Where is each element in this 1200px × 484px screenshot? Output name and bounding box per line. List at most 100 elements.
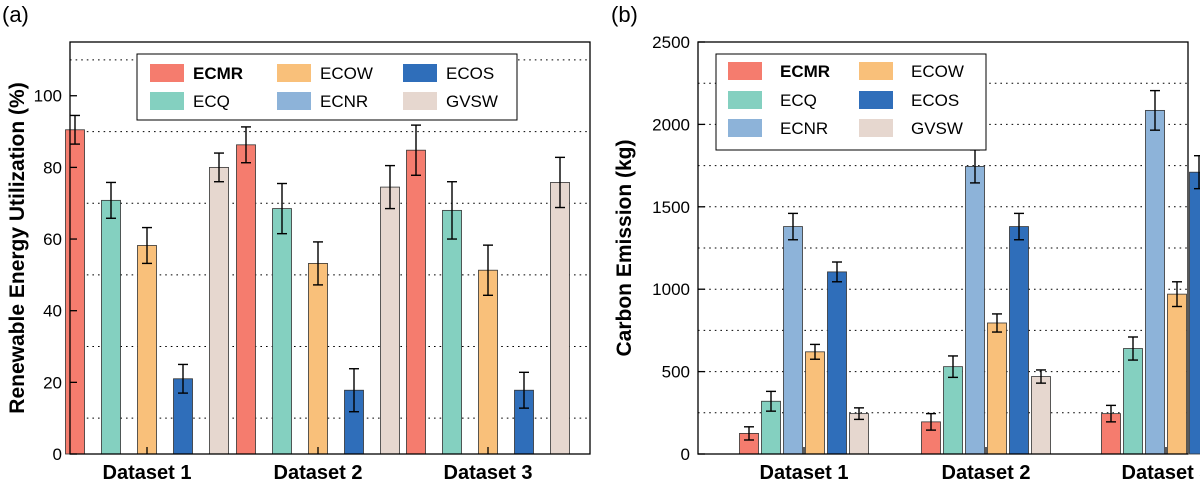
chart-panel-b: 0 500 1000 1500 2000 2500 Dataset 1 Dataset 2 Da… bbox=[613, 33, 1200, 484]
bar-a-gvsw-dataset-3 bbox=[550, 182, 570, 455]
legend-label-gvsw: GVSW bbox=[911, 119, 963, 138]
error-bar-a-ecow-dataset-3 bbox=[483, 244, 493, 296]
bar-a-ecq-dataset-3 bbox=[442, 209, 462, 455]
error-bar-b-ecmr-dataset-3 bbox=[1106, 404, 1116, 423]
bar-a-ecow-dataset-3 bbox=[478, 269, 498, 455]
legend-label-ecow: ECOW bbox=[320, 64, 373, 83]
error-bar-a-ecq-dataset-1 bbox=[106, 181, 116, 219]
bar-b-ecow-dataset-3 bbox=[1167, 293, 1187, 455]
legend-swatch-ecmr bbox=[150, 64, 184, 82]
legend-item-ecow: ECOW bbox=[859, 62, 964, 81]
legend-item-gvsw: GVSW bbox=[403, 92, 498, 111]
panel-label-b: (b) bbox=[611, 2, 638, 27]
plot-frame-a bbox=[69, 41, 591, 455]
legend-label-ecos: ECOS bbox=[446, 64, 494, 83]
error-bar-b-ecmr-dataset-2 bbox=[926, 412, 936, 431]
plot-frame-b bbox=[697, 41, 1189, 455]
legend-label-ecq: ECQ bbox=[780, 91, 817, 110]
legend-a: ECMR ECOW ECOS ECQ ECNR GVSW bbox=[136, 53, 518, 121]
x-category-label-b-3: Dataset 3 bbox=[1122, 462, 1200, 484]
legend-swatch-ecq bbox=[150, 92, 184, 110]
error-bar-b-ecnr-dataset-3 bbox=[1150, 89, 1160, 131]
y-tick-label-a-40: 40 bbox=[43, 302, 62, 321]
error-bar-a-gvsw-dataset-1 bbox=[214, 152, 224, 183]
legend-item-ecow: ECOW bbox=[277, 64, 373, 83]
legend-label-ecnr: ECNR bbox=[320, 92, 368, 111]
bar-b-ecos-dataset-1 bbox=[827, 271, 847, 455]
y-tick-label-b-0: 0 bbox=[681, 445, 690, 464]
error-bar-a-ecos-dataset-1 bbox=[178, 363, 188, 394]
legend-swatch-ecnr bbox=[728, 119, 762, 137]
error-bar-b-gvsw-dataset-1 bbox=[854, 407, 864, 421]
legend-label-gvsw: GVSW bbox=[446, 92, 498, 111]
legend-item-ecq: ECQ bbox=[728, 91, 817, 110]
error-bar-b-ecnr-dataset-1 bbox=[788, 212, 798, 241]
legend-label-ecmr: ECMR bbox=[193, 64, 243, 83]
error-bar-a-ecos-dataset-2 bbox=[349, 368, 359, 413]
error-bar-b-ecq-dataset-3 bbox=[1128, 336, 1138, 361]
error-bar-b-ecow-dataset-1 bbox=[810, 343, 820, 360]
error-bar-b-ecmr-dataset-1 bbox=[744, 426, 754, 441]
error-bar-b-ecow-dataset-2 bbox=[992, 313, 1002, 333]
bar-b-ecnr-dataset-1 bbox=[783, 226, 803, 455]
legend-swatch-ecq bbox=[728, 91, 762, 109]
x-category-label-a-2: Dataset 2 bbox=[274, 462, 363, 484]
bar-a-ecq-dataset-2 bbox=[272, 208, 292, 455]
y-tick-label-a-0: 0 bbox=[53, 445, 62, 464]
legend-swatch-ecos bbox=[403, 64, 437, 82]
bar-a-ecq-dataset-1 bbox=[101, 199, 121, 455]
bar-b-ecow-dataset-2 bbox=[987, 322, 1007, 455]
legend-item-ecos: ECOS bbox=[403, 64, 494, 83]
y-tick-label-b-1500: 1500 bbox=[652, 198, 690, 217]
error-bar-a-ecmr-dataset-3 bbox=[411, 124, 421, 176]
bar-b-ecow-dataset-1 bbox=[805, 351, 825, 455]
x-category-label-a-1: Dataset 1 bbox=[103, 462, 192, 484]
y-tick-label-b-2000: 2000 bbox=[652, 115, 690, 134]
error-bar-b-ecos-dataset-3 bbox=[1194, 155, 1200, 190]
legend-item-ecnr: ECNR bbox=[728, 119, 828, 138]
legend-item-ecos: ECOS bbox=[859, 91, 959, 110]
y-tick-label-b-2500: 2500 bbox=[652, 33, 690, 52]
bar-a-gvsw-dataset-2 bbox=[380, 186, 400, 455]
y-tick-label-b-1000: 1000 bbox=[652, 280, 690, 299]
error-bar-a-ecow-dataset-2 bbox=[313, 241, 323, 286]
error-bar-b-ecow-dataset-3 bbox=[1172, 281, 1182, 308]
legend-swatch-ecow bbox=[859, 62, 893, 80]
legend-item-ecnr: ECNR bbox=[277, 92, 368, 111]
bar-b-ecnr-dataset-2 bbox=[965, 166, 985, 455]
error-bar-a-ecos-dataset-3 bbox=[519, 371, 529, 409]
legend-label-ecq: ECQ bbox=[193, 92, 230, 111]
error-bar-b-ecq-dataset-1 bbox=[766, 390, 776, 412]
bar-a-gvsw-dataset-1 bbox=[209, 166, 229, 455]
x-category-label-b-1: Dataset 1 bbox=[760, 462, 849, 484]
error-bar-b-gvsw-dataset-2 bbox=[1036, 369, 1046, 384]
error-bar-a-gvsw-dataset-2 bbox=[385, 164, 395, 210]
panel-label-a: (a) bbox=[2, 2, 29, 27]
legend-item-gvsw: GVSW bbox=[859, 119, 963, 138]
error-bar-b-ecos-dataset-2 bbox=[1014, 212, 1024, 241]
x-category-label-b-2: Dataset 2 bbox=[942, 462, 1031, 484]
legend-label-ecow: ECOW bbox=[911, 62, 964, 81]
y-axis-title-b: Carbon Emission (kg) bbox=[613, 139, 636, 356]
legend-item-ecq: ECQ bbox=[150, 92, 230, 111]
chart-panel-a: 0 20 40 60 80 100 Dataset 1 Dataset 2 Dataset 3 R… bbox=[6, 41, 591, 484]
error-bar-b-ecos-dataset-1 bbox=[832, 261, 842, 283]
bar-a-ecmr-dataset-3 bbox=[406, 149, 426, 455]
legend-label-ecmr: ECMR bbox=[780, 62, 830, 81]
error-bar-a-gvsw-dataset-3 bbox=[555, 156, 565, 209]
legend-swatch-gvsw bbox=[403, 92, 437, 110]
x-category-label-a-3: Dataset 3 bbox=[444, 462, 533, 484]
error-bar-b-ecq-dataset-2 bbox=[948, 355, 958, 379]
error-bar-a-ecmr-dataset-1 bbox=[70, 114, 80, 145]
error-bar-a-ecq-dataset-2 bbox=[277, 182, 287, 235]
legend-label-ecos: ECOS bbox=[911, 91, 959, 110]
bar-a-ecow-dataset-2 bbox=[308, 263, 328, 455]
bar-b-ecq-dataset-3 bbox=[1123, 348, 1143, 455]
legend-item-ecmr: ECMR bbox=[728, 62, 830, 81]
bar-a-ecmr-dataset-2 bbox=[236, 144, 256, 455]
legend-swatch-ecmr bbox=[728, 62, 762, 80]
bar-b-ecos-dataset-2 bbox=[1009, 226, 1029, 455]
legend-item-ecmr: ECMR bbox=[150, 64, 243, 83]
bar-b-gvsw-dataset-2 bbox=[1031, 376, 1051, 455]
